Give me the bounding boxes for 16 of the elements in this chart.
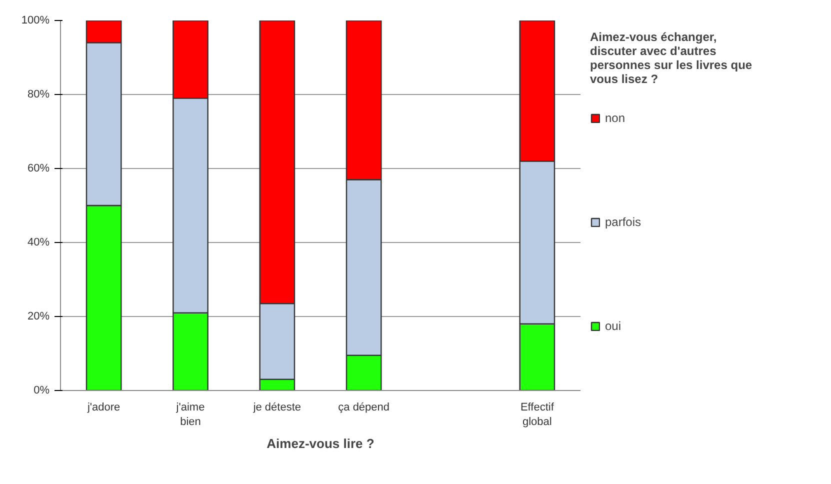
x-axis-title: Aimez-vous lire ? <box>266 436 374 451</box>
y-tick-label: 0% <box>34 384 50 396</box>
x-tick-label: j'adore <box>86 402 120 414</box>
x-tick-label: j'aime bien <box>175 402 205 428</box>
legend-label: parfois <box>605 215 642 229</box>
legend-title: Aimez-vous échanger, discuter avec d'autres personnes sur les livres que vous lisez ? <box>590 30 752 86</box>
y-tick-label: 80% <box>27 88 50 100</box>
legend-label: oui <box>605 319 622 333</box>
x-tick-label: je déteste <box>252 402 302 414</box>
y-tick-label: 40% <box>27 236 50 248</box>
y-tick-label: 100% <box>21 14 50 26</box>
y-tick-label: 60% <box>27 162 50 174</box>
x-tick-label: Effectif global <box>520 402 555 428</box>
legend-label: non <box>605 111 626 125</box>
y-tick-label: 20% <box>27 310 50 322</box>
x-tick-label: ça dépend <box>338 402 390 414</box>
